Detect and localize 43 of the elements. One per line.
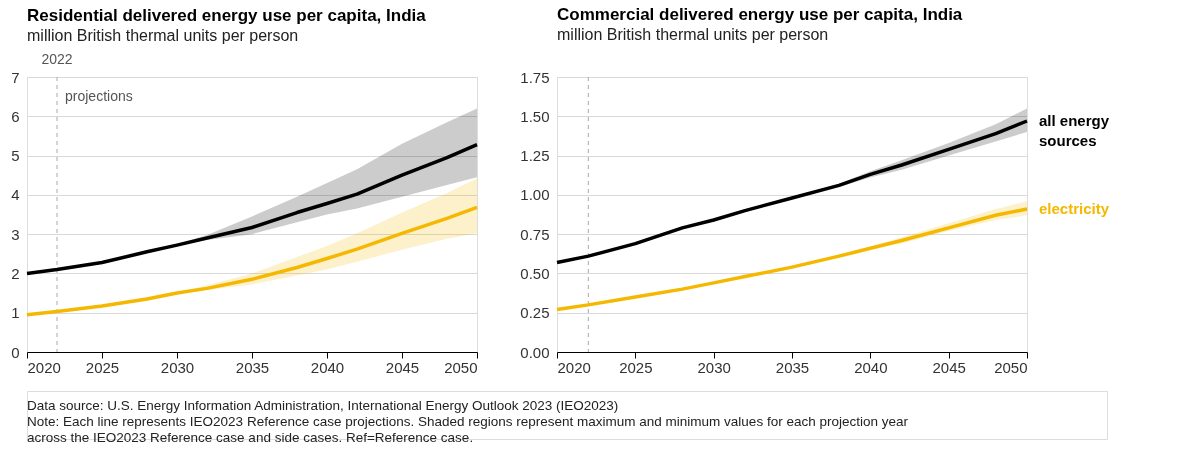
x-tick-label: 2040: [854, 358, 888, 376]
chart-subtitle: million British thermal units per person: [557, 26, 829, 43]
y-tick-label: 4: [11, 186, 20, 204]
y-tick-label: 1.25: [520, 147, 550, 165]
source-note: Data source: U.S. Energy Information Administration, International Energy Outlook 2023 (IEO2023): [27, 398, 619, 413]
x-tick-label: 2025: [619, 358, 653, 376]
text: across the IEO2023 Reference case and side cases. Ref=Reference case.: [27, 430, 474, 445]
text: Note: Each line represents IEO2023 Reference case projections. Shaded regions represent maximum and minimum values for each projection year: [27, 414, 909, 429]
x-tick-label: 2045: [385, 358, 420, 376]
x-tick-label: 2035: [235, 358, 270, 376]
chart-title: Residential delivered energy use per capita, India: [27, 6, 427, 25]
y-tick-label: 1.50: [520, 107, 550, 125]
y-tick-label: 5: [11, 147, 20, 165]
x-tick-label: 2025: [85, 358, 120, 376]
y-tick-label: 0.50: [520, 264, 550, 282]
y-tick-label: 6: [11, 107, 20, 125]
y-tick-label: 0: [11, 343, 20, 361]
chart-title: Commercial delivered energy use per capita, India: [557, 5, 963, 24]
y-tick-label: 0.25: [520, 304, 550, 322]
y-tick-label: 0.75: [520, 225, 550, 243]
line-series: [25, 205, 479, 317]
y-tick-label: 2: [11, 264, 20, 282]
annotation: projections: [65, 87, 133, 104]
x-tick-label: 2045: [932, 358, 966, 376]
y-tick-label: 1.00: [520, 186, 550, 204]
ref-line-label: 2022: [41, 51, 73, 67]
x-tick-label: 2050: [994, 358, 1028, 376]
chart-subtitle: million British thermal units per person: [27, 27, 299, 44]
x-tick-label: 2030: [160, 358, 195, 376]
series-label: electricity: [1039, 200, 1110, 217]
y-tick-label: 0.00: [520, 343, 550, 361]
series-label: all energy sources: [1039, 112, 1110, 149]
x-tick-label: 2020: [557, 358, 591, 376]
x-tick-label: 2030: [697, 358, 731, 376]
x-tick-label: 2050: [444, 358, 478, 376]
x-tick-label: 2035: [775, 358, 810, 376]
y-tick-label: 3: [11, 225, 20, 243]
x-tick-label: 2040: [310, 358, 345, 376]
line-series: [25, 142, 479, 276]
y-tick-label: 7: [11, 68, 20, 86]
x-tick-label: 2020: [27, 358, 61, 376]
y-tick-label: 1: [11, 304, 20, 322]
y-tick-label: 1.75: [520, 68, 550, 86]
